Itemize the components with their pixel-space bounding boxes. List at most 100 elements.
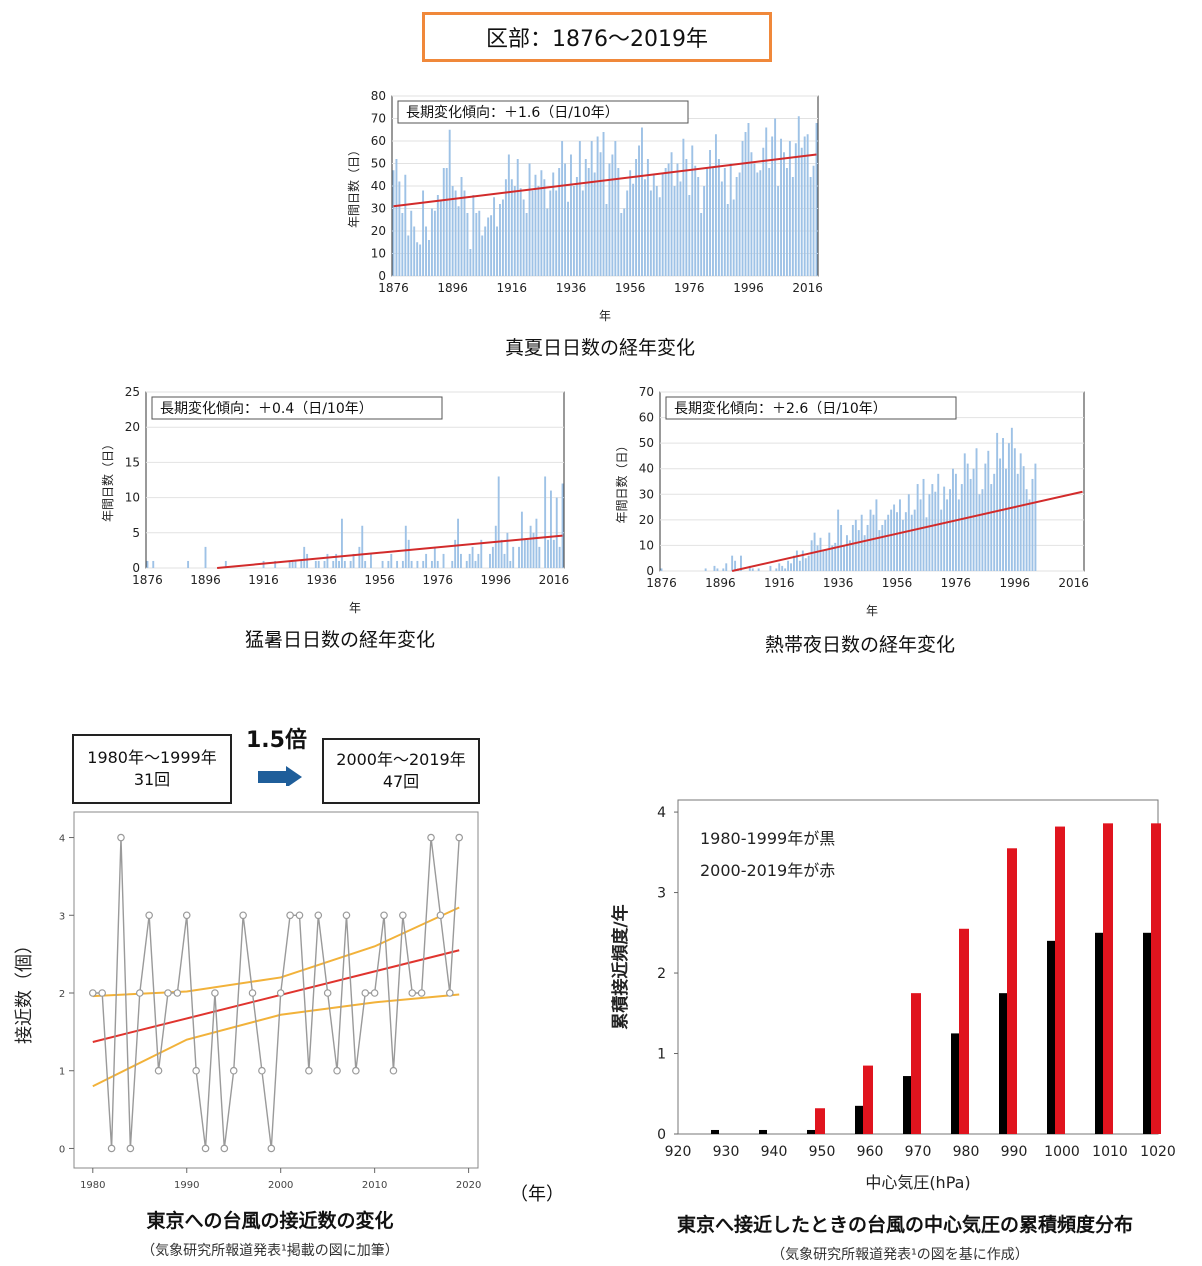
bar xyxy=(623,208,626,276)
bar xyxy=(993,473,996,571)
bar xyxy=(404,525,407,568)
bar xyxy=(532,532,535,568)
x-tick-label: 2010 xyxy=(362,1180,387,1191)
confidence-upper-line xyxy=(92,906,460,998)
typhoon-x-unit: （年） xyxy=(510,1184,564,1205)
bar xyxy=(490,215,493,276)
bar xyxy=(990,484,993,571)
bar xyxy=(731,555,734,571)
bar xyxy=(608,163,611,276)
bar xyxy=(436,560,439,568)
bar xyxy=(567,201,569,276)
bar xyxy=(404,174,407,276)
bar xyxy=(685,159,688,276)
bar xyxy=(901,519,904,571)
bar xyxy=(723,168,726,276)
bar xyxy=(691,145,694,276)
bar xyxy=(575,177,578,276)
bar xyxy=(552,172,555,276)
bar xyxy=(300,560,303,568)
bar xyxy=(887,514,890,571)
bar xyxy=(753,163,756,276)
bar xyxy=(673,186,676,276)
bar xyxy=(934,491,937,571)
bar xyxy=(525,213,528,276)
bar-1980-1999 xyxy=(807,1129,815,1134)
bar xyxy=(555,190,558,276)
y-tick-label: 60 xyxy=(371,134,386,148)
bar xyxy=(516,159,519,276)
bar xyxy=(762,147,765,276)
bar xyxy=(499,204,501,276)
bar xyxy=(340,518,343,568)
bar xyxy=(481,235,484,276)
bar xyxy=(416,242,419,276)
bar xyxy=(578,141,581,276)
bar xyxy=(643,179,646,276)
bar xyxy=(471,546,474,568)
bar-2000-2019 xyxy=(815,1108,825,1134)
bar xyxy=(759,170,762,276)
bar xyxy=(396,560,399,568)
bar xyxy=(784,568,787,571)
data-point xyxy=(305,1066,313,1075)
bar xyxy=(1034,463,1037,571)
bar xyxy=(549,190,552,276)
bar xyxy=(788,141,791,276)
bar xyxy=(361,525,364,568)
bar xyxy=(500,539,503,568)
moshobi-chart: 0 5 10 15 20 25 1876 1896 1916 1936 1956 1976 1996 20… xyxy=(100,385,570,615)
bar xyxy=(878,530,881,571)
bar xyxy=(629,170,632,276)
plot-frame xyxy=(145,391,565,569)
bar xyxy=(460,177,463,276)
bar xyxy=(430,560,433,568)
bar xyxy=(605,204,608,276)
y-tick-label: 10 xyxy=(371,247,386,261)
bar-1980-1999 xyxy=(759,1129,767,1134)
bar xyxy=(544,476,547,568)
bar xyxy=(777,186,780,276)
bar xyxy=(425,553,428,568)
bar xyxy=(812,165,815,276)
bar xyxy=(620,213,623,276)
bar xyxy=(778,563,781,571)
bar xyxy=(819,537,822,571)
bar xyxy=(960,484,963,571)
bar xyxy=(513,186,516,276)
bar xyxy=(843,545,845,571)
bar xyxy=(451,560,454,568)
bar-2000-2019 xyxy=(1103,823,1113,1134)
bar xyxy=(529,525,532,568)
bar xyxy=(590,141,593,276)
bar xyxy=(661,172,664,276)
trend-line xyxy=(731,490,1083,572)
bar xyxy=(381,560,384,568)
bar xyxy=(445,168,448,276)
bar xyxy=(507,154,510,276)
x-tick-label: 950 xyxy=(809,1144,836,1160)
bar xyxy=(1016,473,1019,571)
bar xyxy=(655,186,658,276)
manatsubi-chart: 0 10 20 30 40 50 60 70 80 1876 1896 1916 1936 1956 197… xyxy=(346,89,823,323)
bar xyxy=(489,553,491,568)
bar xyxy=(658,197,661,276)
y-tick-label: 3 xyxy=(59,911,65,922)
bar xyxy=(726,204,729,276)
bar xyxy=(587,168,590,276)
bar xyxy=(494,525,497,568)
bar xyxy=(781,565,784,571)
plot-frame xyxy=(659,391,1085,572)
x-tick-label: 2016 xyxy=(539,573,570,587)
bar xyxy=(364,560,367,568)
bar xyxy=(187,560,190,568)
bar xyxy=(546,208,549,276)
y-tick-label: 0 xyxy=(132,561,140,575)
bar xyxy=(851,524,854,571)
x-tick-label: 1936 xyxy=(306,573,337,587)
bar xyxy=(771,136,774,276)
data-point xyxy=(211,989,219,997)
bar xyxy=(806,134,809,276)
bar xyxy=(741,141,744,276)
x-tick-label: 1980 xyxy=(80,1180,105,1191)
